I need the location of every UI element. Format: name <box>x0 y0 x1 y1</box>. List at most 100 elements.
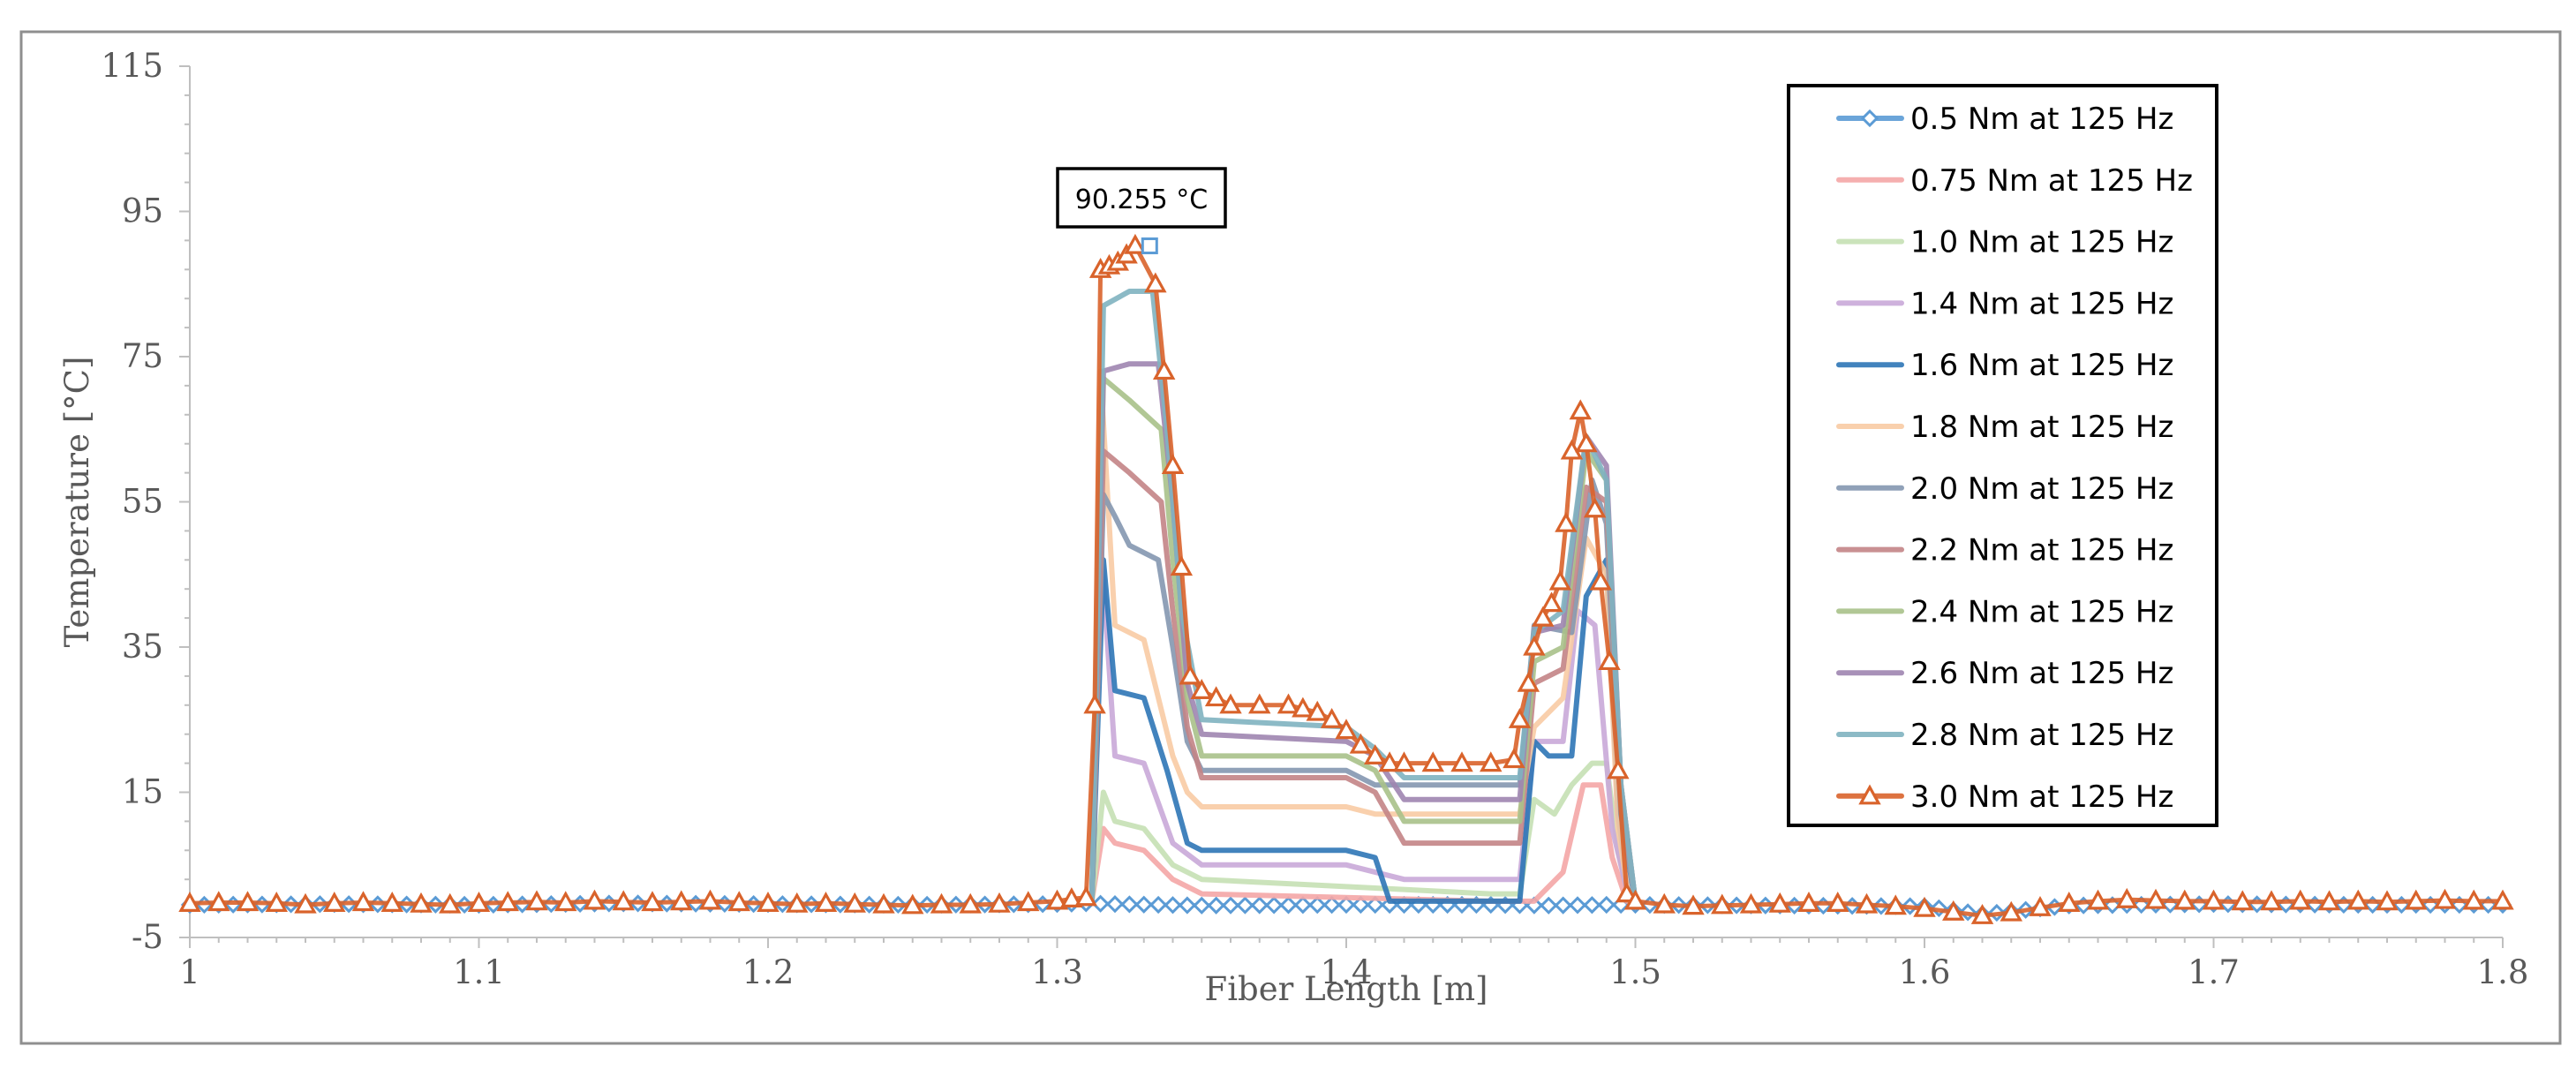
data-point <box>1421 751 1444 772</box>
data-point <box>872 892 895 914</box>
data-point <box>843 892 866 913</box>
legend-marker <box>1860 109 1879 128</box>
legend-item: 2.0 Nm at 125 Hz <box>1836 471 2173 507</box>
series-2_4-nm <box>1088 375 1638 904</box>
y-axis-title: Temperature [°C] <box>58 357 96 648</box>
data-point <box>1349 733 1373 754</box>
y-tick-label: -5 <box>132 918 163 956</box>
data-point <box>1306 700 1329 721</box>
data-point <box>207 891 230 912</box>
data-point <box>1083 693 1106 714</box>
legend-label: 2.0 Nm at 125 Hz <box>1910 471 2173 507</box>
data-point <box>1337 895 1356 915</box>
data-point <box>1503 748 1525 769</box>
data-point <box>1120 895 1139 914</box>
legend-item: 2.8 Nm at 125 Hz <box>1836 718 2173 753</box>
data-point <box>1170 555 1194 576</box>
legend-item: 3.0 Nm at 125 Hz <box>1836 779 2173 815</box>
data-point <box>1265 896 1284 915</box>
data-point <box>1207 896 1225 915</box>
data-point <box>2491 889 2514 910</box>
data-point <box>2376 890 2399 911</box>
series-1_0-nm <box>1088 760 1632 904</box>
data-point <box>612 890 635 911</box>
legend-item: 1.6 Nm at 125 Hz <box>1836 348 2173 383</box>
data-point <box>1134 895 1153 914</box>
data-point <box>2173 889 2196 910</box>
data-point <box>1115 243 1138 264</box>
data-point <box>1540 591 1563 613</box>
legend: 0.5 Nm at 125 Hz 0.75 Nm at 125 Hz 1.0 Nm … <box>1787 84 2218 827</box>
data-point <box>1105 895 1125 914</box>
data-point <box>641 891 664 912</box>
data-point <box>1124 233 1147 254</box>
data-point <box>1554 896 1572 915</box>
data-point <box>1149 895 1168 915</box>
data-point <box>2346 889 2369 910</box>
data-point <box>1583 896 1601 915</box>
data-point <box>1320 707 1344 728</box>
data-point <box>1548 569 1572 591</box>
data-point <box>1607 758 1630 779</box>
series-line <box>1088 535 1632 904</box>
data-point <box>525 890 548 911</box>
data-point <box>410 892 433 913</box>
legend-item: 0.75 Nm at 125 Hz <box>1836 163 2193 199</box>
data-point <box>1531 606 1555 627</box>
data-point <box>2433 888 2457 909</box>
data-point <box>1942 900 1965 921</box>
data-point <box>178 892 201 912</box>
legend-label: 2.6 Nm at 125 Hz <box>1910 656 2173 691</box>
x-tick-label: 1.5 <box>1609 953 1661 991</box>
data-point <box>467 892 491 912</box>
series-1_8-nm <box>1088 368 1632 904</box>
legend-label: 0.5 Nm at 125 Hz <box>1910 102 2173 137</box>
legend-label: 0.75 Nm at 125 Hz <box>1910 163 2193 199</box>
data-point <box>1091 894 1110 913</box>
data-point <box>1221 896 1240 915</box>
legend-box <box>1787 84 2218 827</box>
data-point <box>1352 895 1370 915</box>
data-point <box>1583 497 1607 518</box>
data-point <box>2405 889 2428 910</box>
data-point <box>1392 751 1416 772</box>
series-line <box>1088 760 1632 904</box>
data-point <box>2144 888 2167 909</box>
x-tick-label: 1.4 <box>1321 953 1373 991</box>
data-point <box>1884 894 1907 915</box>
data-point <box>1364 744 1387 764</box>
data-point <box>1190 679 1213 699</box>
data-point <box>380 892 403 912</box>
data-point <box>583 889 606 910</box>
series-3_0-nm <box>178 233 2514 924</box>
data-point <box>1378 751 1401 772</box>
legend-item: 1.4 Nm at 125 Hz <box>1836 286 2173 321</box>
data-point <box>1653 892 1676 914</box>
data-point <box>1250 896 1269 915</box>
x-tick-label: 1 <box>179 953 200 991</box>
data-point <box>2317 890 2341 911</box>
data-point <box>1450 751 1473 772</box>
x-tick-label: 1.1 <box>453 953 505 991</box>
peak-marker <box>1141 237 1158 255</box>
data-point <box>496 891 519 912</box>
data-point <box>1179 664 1201 685</box>
x-axis-title: Fiber Length [m] <box>1205 970 1488 1008</box>
peak-callout-box <box>1056 167 1227 229</box>
legend-item: 0.5 Nm at 125 Hz <box>1836 102 2173 137</box>
data-point <box>1161 454 1185 474</box>
legend-label: 1.8 Nm at 125 Hz <box>1910 410 2173 445</box>
data-point <box>930 892 953 914</box>
peak-callout-label: 90.255 °C <box>1075 184 1208 215</box>
data-point <box>1575 432 1598 453</box>
y-tick-label: 15 <box>122 773 163 811</box>
data-point <box>1277 693 1300 714</box>
data-point <box>786 892 809 913</box>
data-point <box>294 892 317 914</box>
legend-label: 3.0 Nm at 125 Hz <box>1910 779 2173 815</box>
data-point <box>1598 650 1621 671</box>
data-point <box>1913 896 1936 917</box>
data-point <box>2202 889 2226 910</box>
data-point <box>2058 892 2081 912</box>
